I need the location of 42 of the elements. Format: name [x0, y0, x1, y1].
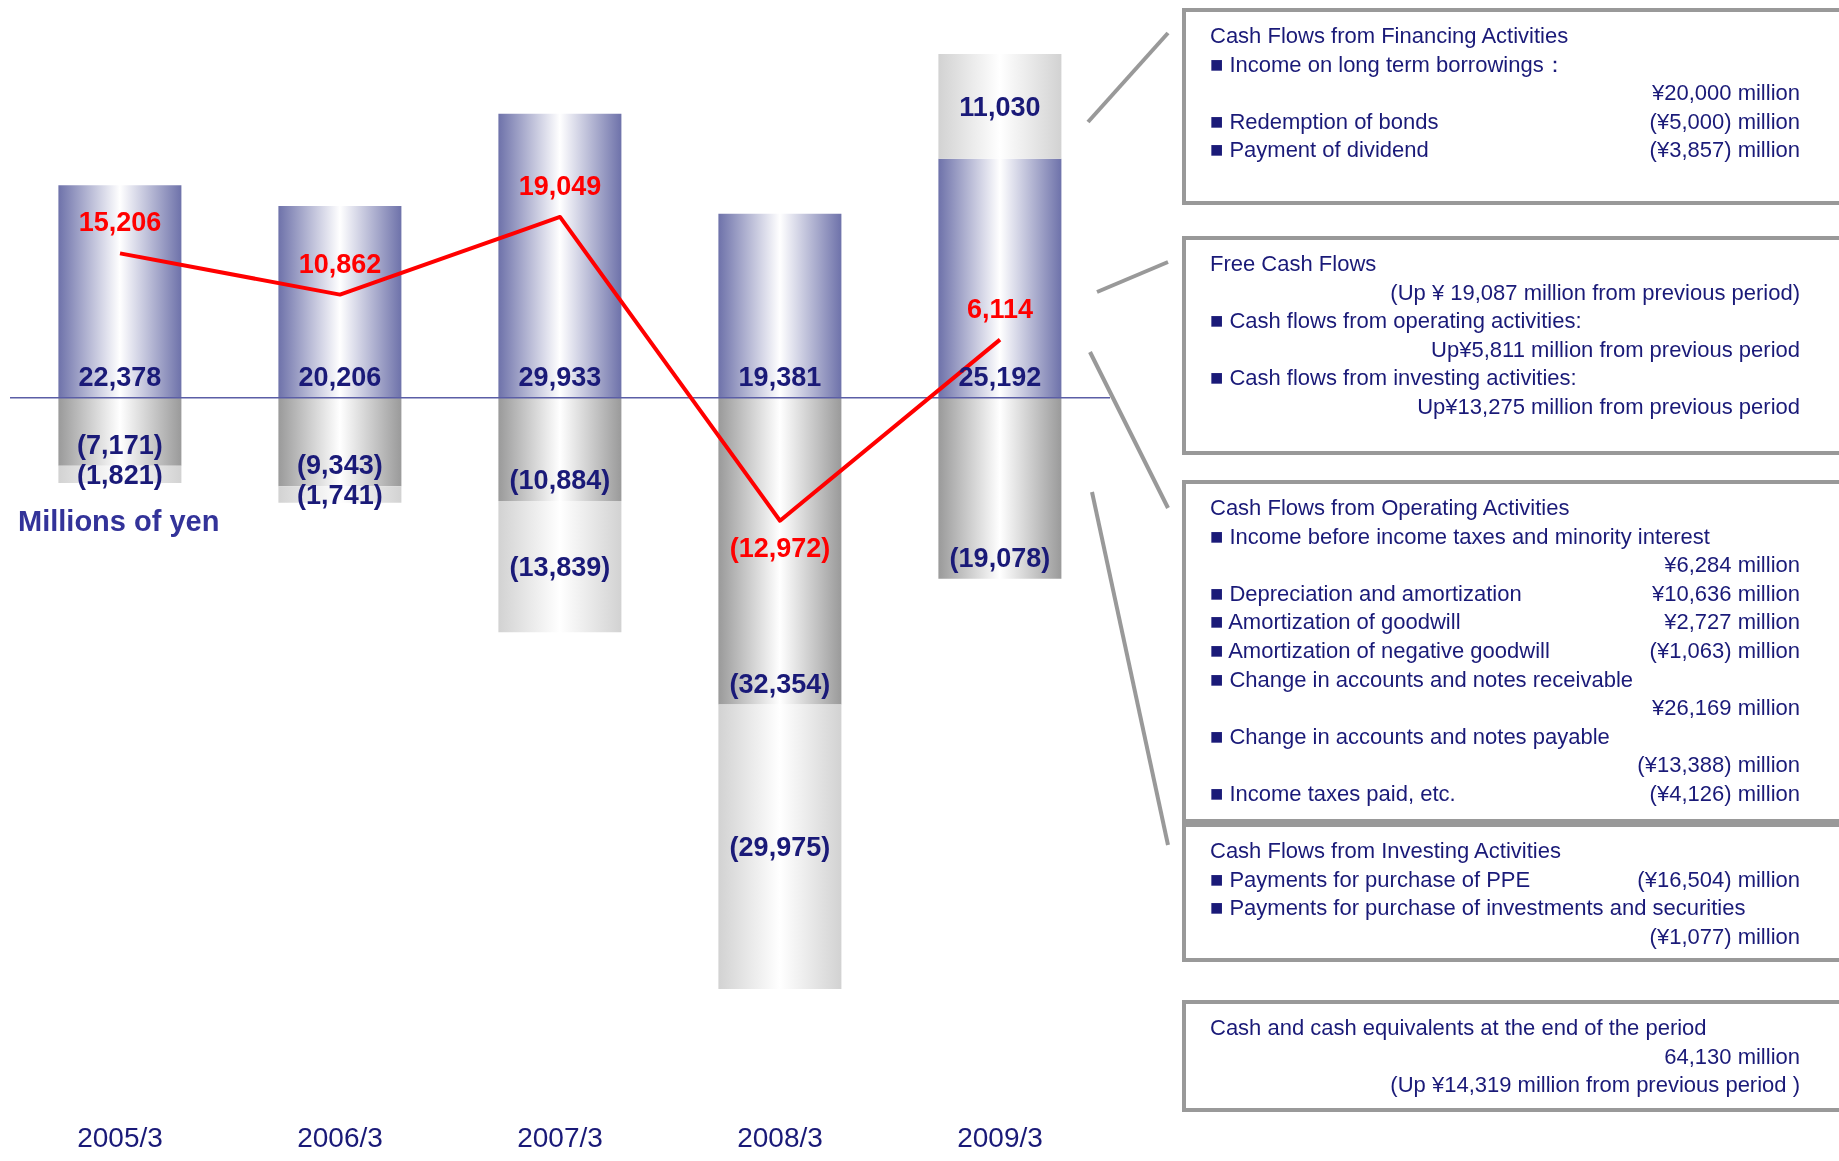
bar [718, 213, 842, 398]
data-label: (19,078) [949, 542, 1051, 573]
data-label: 19,381 [738, 361, 822, 392]
bar [938, 397, 1062, 579]
data-label: (12,972) [729, 532, 831, 563]
data-label: 22,378 [78, 361, 162, 392]
x-tick-label: 2006/3 [297, 1121, 383, 1153]
x-tick-label: 2007/3 [517, 1121, 603, 1153]
data-label: 20,206 [298, 361, 382, 392]
bar [718, 397, 842, 705]
data-label: (1,821) [77, 459, 163, 490]
x-tick-label: 2009/3 [957, 1121, 1043, 1153]
data-label: 29,933 [518, 361, 602, 392]
data-label: (10,884) [509, 464, 611, 495]
text: Cash and cash equivalents at the end of the period 64,130 million (Up ¥14,319 million from previous period ) [1210, 1014, 1800, 1100]
data-label: (1,741) [297, 480, 383, 511]
data-label: (29,975) [729, 832, 831, 863]
bar [938, 54, 1062, 159]
text: Cash Flows from Operating Activities ■ Income before income taxes and minority interest ¥6,284 million ■ Depreciation and amortization ¥10,636 million ■ Amortization of goodwill ¥2,727 million ■ Amortization of negative goodwill (¥1,063) million ■ Change in accounts and notes receivable ¥26,169 million ■ Change in accounts and notes payable (¥13,388) million ■ Income taxes paid, etc. (¥4,126) million [1210, 495, 1800, 806]
bar [718, 704, 842, 989]
data-label: 11,030 [959, 91, 1041, 122]
x-tick-label: 2005/3 [77, 1121, 163, 1153]
bar [938, 158, 1062, 398]
bar [498, 113, 622, 398]
bar [498, 397, 622, 501]
text: Cash Flows from Financing Activities ■ Income on long term borrowings： ¥20,000 million ■ Redemption of bonds (¥5,000) million ■ Payment of dividend (¥3,857) million [1210, 23, 1800, 163]
text: Free Cash Flows (Up ¥ 19,087 million from previous period) ■ Cash flows from operating activities: Up¥5,811 million from previous period ■ Cash flows from investing activities: Up¥13,275 million from previous period [1210, 250, 1800, 421]
data-label: (32,354) [729, 668, 831, 699]
data-label: 10,862 [298, 248, 382, 279]
data-label: (9,343) [297, 450, 383, 481]
bar [58, 185, 182, 398]
y-axis-title: Millions of yen [18, 505, 220, 538]
x-tick-label: 2008/3 [737, 1121, 823, 1153]
data-label: 6,114 [966, 293, 1034, 324]
bar [58, 397, 182, 466]
text: Cash Flows from Investing Activities ■ Payments for purchase of PPE (¥16,504) million ■ Payments for purchase of investments and securities (¥1,077) million [1210, 838, 1800, 949]
bar [498, 500, 622, 633]
data-label: 25,192 [958, 361, 1042, 392]
data-label: 19,049 [518, 170, 602, 201]
data-label: (13,839) [509, 552, 611, 583]
data-label: (7,171) [77, 429, 163, 460]
data-label: 15,206 [78, 207, 162, 238]
